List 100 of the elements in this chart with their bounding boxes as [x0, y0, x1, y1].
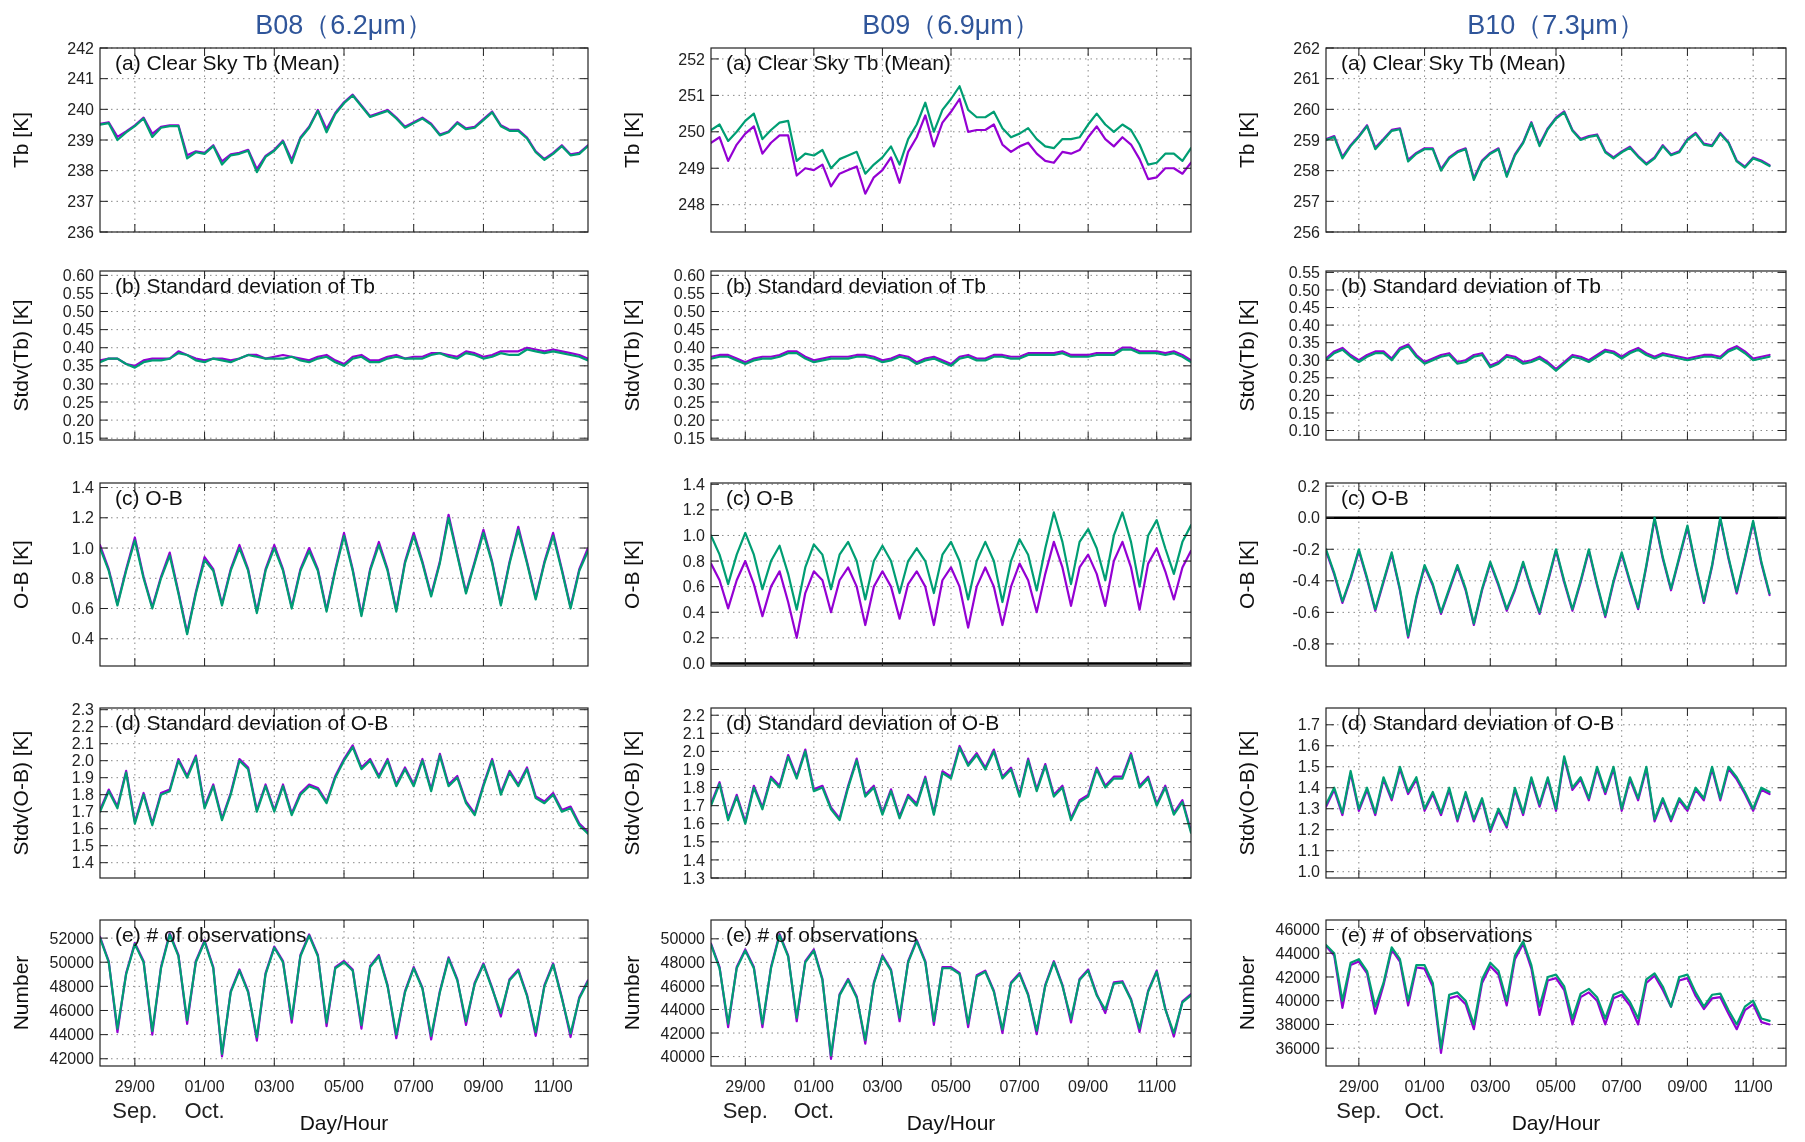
y-tick-label: 50000 — [49, 953, 95, 971]
x-tick-label: 09/00 — [1068, 1078, 1109, 1095]
y-tick-label: 36000 — [1275, 1039, 1321, 1057]
y-tick-label: 44000 — [1275, 944, 1321, 962]
y-tick-label: 0.30 — [1288, 351, 1321, 369]
y-tick-label: 1.6 — [71, 820, 95, 838]
x-axis-title: Day/Hour — [906, 1111, 996, 1134]
y-tick-label: 0.4 — [71, 630, 95, 648]
y-tick-label: 52000 — [49, 929, 95, 947]
y-tick-label: 236 — [67, 223, 95, 241]
y-tick-label: 1.7 — [682, 797, 706, 815]
x-tick-label: 07/00 — [1601, 1078, 1642, 1095]
y-tick-label: 38000 — [1275, 1016, 1321, 1034]
x-tick-label: 01/00 Oct. — [793, 1078, 835, 1123]
y-tick-label: 2.0 — [71, 752, 95, 770]
y-tick-label: 1.4 — [71, 854, 95, 872]
x-tick-label: 29/00 Sep. — [112, 1078, 158, 1123]
x-tick-label: 03/00 — [1470, 1078, 1511, 1095]
annotation: (c) O-B — [1341, 486, 1409, 509]
y-tick-label: 0.55 — [1288, 264, 1321, 282]
y-tick-label: 1.0 — [71, 539, 95, 557]
y-tick-label: 248 — [678, 196, 706, 214]
y-tick-label: 0.40 — [1288, 316, 1321, 334]
y-tick-label: 0.45 — [1288, 299, 1321, 317]
y-tick-label: 1.5 — [1297, 758, 1321, 776]
x-axis-title: Day/Hour — [1511, 1111, 1601, 1134]
y-tick-label: 1.3 — [1297, 800, 1321, 818]
y-tick-label: 0.40 — [673, 339, 706, 357]
y-tick-label: 2.2 — [682, 706, 706, 724]
y-tick-label: 0.0 — [1297, 509, 1321, 527]
chart-title: B08（6.2μm） — [255, 10, 433, 40]
y-tick-label: 0.35 — [1288, 334, 1321, 352]
y-tick-label: 0.15 — [673, 429, 706, 447]
y-tick-label: 1.5 — [682, 833, 706, 851]
y-tick-label: 42000 — [49, 1050, 95, 1068]
x-tick-label: 05/00 — [323, 1078, 365, 1095]
y-tick-label: 0.35 — [673, 357, 706, 375]
y-tick-label: 2.1 — [682, 724, 706, 742]
y-tick-label: 0.35 — [62, 357, 95, 375]
y-tick-label: 0.45 — [62, 321, 95, 339]
y-axis-title: O-B [K] — [1235, 540, 1258, 609]
y-axis-title: Tb [K] — [1235, 111, 1258, 169]
y-tick-label: 242 — [67, 39, 95, 57]
y-tick-label: 0.50 — [62, 303, 95, 321]
y-tick-label: 1.9 — [71, 769, 95, 787]
y-axis-title: Tb [K] — [9, 111, 32, 169]
x-tick-label: 01/00 Oct. — [1404, 1078, 1445, 1123]
line-series — [711, 85, 1191, 175]
x-tick-label: 11/00 — [1137, 1078, 1177, 1095]
annotation: (b) Standard deviation of Tb — [1341, 274, 1601, 297]
y-tick-label: 46000 — [49, 1002, 95, 1020]
x-tick-label: 05/00 — [930, 1078, 972, 1095]
y-tick-label: 42000 — [1275, 968, 1321, 986]
y-axis-title: O-B [K] — [620, 540, 643, 609]
y-tick-label: 0.20 — [1288, 386, 1321, 404]
y-tick-label: 46000 — [1275, 921, 1321, 939]
x-tick-label: 09/00 — [463, 1078, 504, 1095]
y-tick-label: 0.30 — [62, 375, 95, 393]
y-tick-label: 42000 — [660, 1024, 706, 1042]
annotation: (a) Clear Sky Tb (Mean) — [1341, 51, 1566, 74]
y-tick-label: 1.7 — [71, 803, 95, 821]
annotation: (b) Standard deviation of Tb — [726, 274, 986, 297]
y-tick-label: 1.4 — [71, 479, 95, 497]
y-tick-label: 0.55 — [62, 285, 95, 303]
y-tick-label: 239 — [67, 131, 95, 149]
y-tick-label: 260 — [1293, 100, 1321, 118]
x-tick-label: 07/00 — [999, 1078, 1040, 1095]
y-tick-label: 0.25 — [1288, 369, 1321, 387]
y-tick-label: 44000 — [49, 1026, 95, 1044]
y-tick-label: 0.8 — [71, 569, 95, 587]
y-tick-label: 50000 — [660, 930, 706, 948]
y-tick-label: 1.3 — [682, 869, 706, 887]
y-axis-title: Number — [620, 955, 643, 1031]
y-tick-label: 1.8 — [682, 779, 706, 797]
x-tick-label: 03/00 — [254, 1078, 295, 1095]
y-tick-label: -0.2 — [1292, 540, 1321, 558]
y-tick-label: 1.2 — [682, 501, 706, 519]
y-tick-label: 46000 — [660, 977, 706, 995]
y-tick-label: 249 — [678, 159, 706, 177]
y-tick-label: 1.0 — [1297, 863, 1321, 881]
y-axis-title: Number — [1235, 955, 1258, 1031]
annotation: (c) O-B — [115, 486, 183, 509]
annotation: (d) Standard deviation of O-B — [1341, 711, 1615, 734]
y-tick-label: 0.10 — [1288, 422, 1321, 440]
x-tick-label: 01/00 Oct. — [184, 1078, 225, 1123]
y-tick-label: 0.25 — [62, 393, 95, 411]
y-tick-label: 238 — [67, 162, 95, 180]
y-tick-label: 48000 — [49, 977, 95, 995]
y-tick-label: 0.30 — [673, 375, 706, 393]
x-tick-label: 07/00 — [393, 1078, 434, 1095]
y-tick-label: 1.8 — [71, 786, 95, 804]
line-series — [711, 511, 1191, 611]
chart-title: B09（6.9μm） — [862, 10, 1040, 40]
y-tick-label: 1.6 — [682, 815, 706, 833]
y-tick-label: 1.7 — [1297, 716, 1321, 734]
annotation: (a) Clear Sky Tb (Mean) — [726, 51, 951, 74]
y-tick-label: 250 — [678, 123, 706, 141]
x-tick-label: 29/00 Sep. — [722, 1078, 768, 1123]
y-tick-label: 0.4 — [682, 603, 706, 621]
y-tick-label: 0.50 — [1288, 281, 1321, 299]
